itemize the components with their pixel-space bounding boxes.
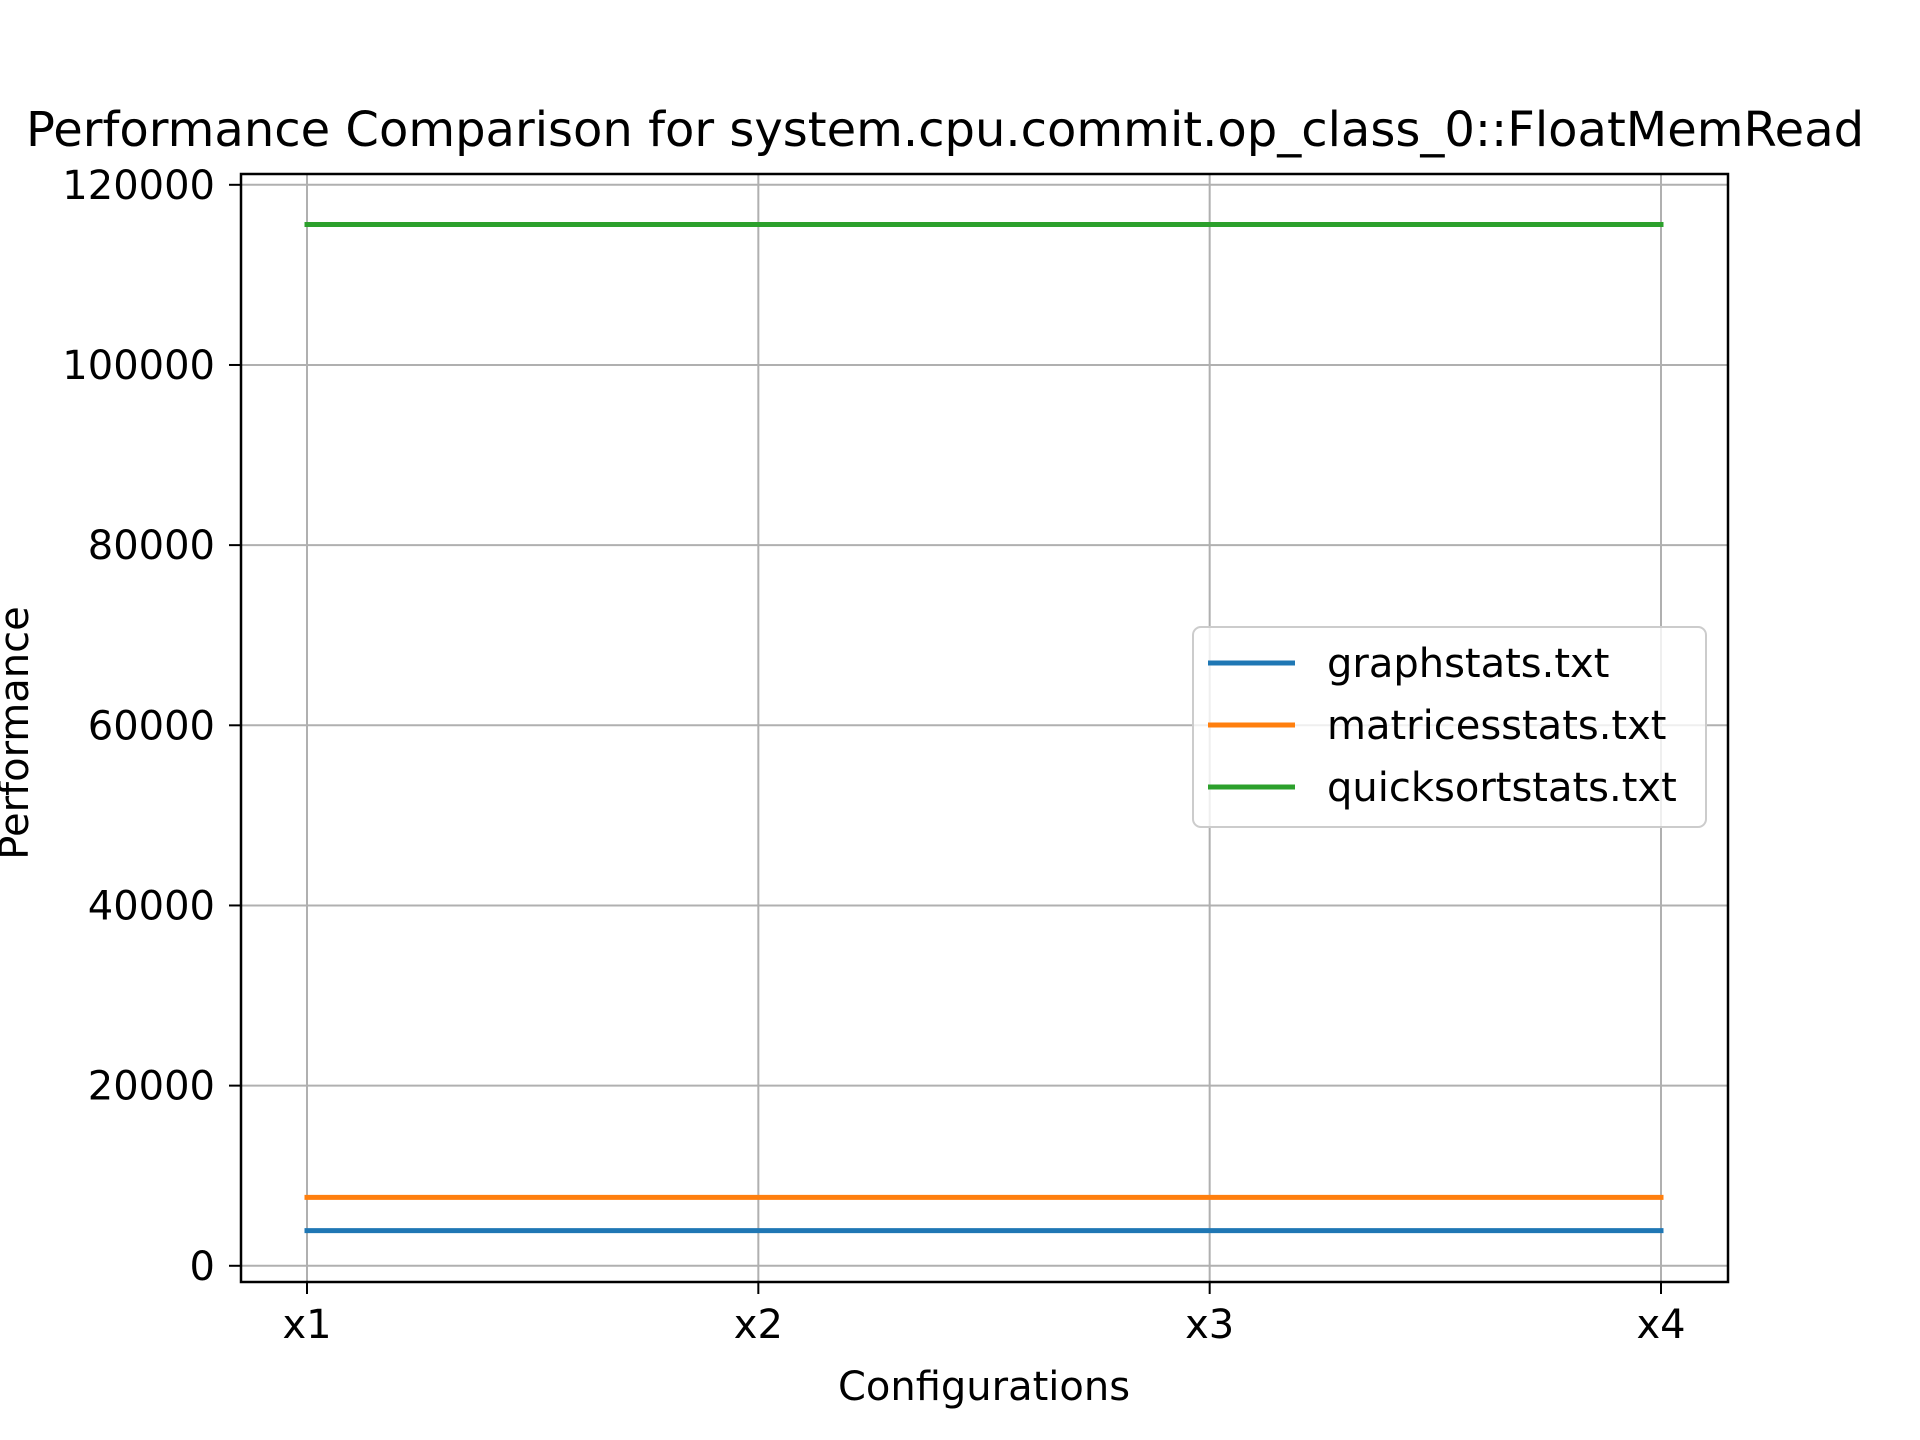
legend-label: matricesstats.txt	[1327, 703, 1666, 749]
legend-label: graphstats.txt	[1327, 641, 1609, 687]
y-tick-label: 60000	[88, 703, 215, 749]
x-tick-label: x1	[282, 1302, 331, 1348]
y-axis: 0 20000 40000 60000 80000 100000 120000	[62, 163, 241, 1290]
y-tick-label: 20000	[88, 1064, 215, 1110]
x-tick-label: x3	[1185, 1302, 1234, 1348]
y-axis-label: Performance	[0, 606, 38, 859]
grid	[241, 174, 1728, 1282]
y-tick-label: 120000	[62, 163, 215, 209]
x-axis: x1 x2 x3 x4	[282, 1282, 1686, 1348]
y-tick-label: 100000	[62, 343, 215, 389]
legend-label: quicksortstats.txt	[1327, 765, 1677, 811]
x-tick-label: x2	[734, 1302, 783, 1348]
x-axis-label: Configurations	[838, 1364, 1130, 1410]
legend-box	[1192, 626, 1707, 828]
chart-title: Performance Comparison for system.cpu.co…	[26, 102, 1864, 158]
y-tick-label: 40000	[88, 883, 215, 929]
y-tick-label: 80000	[88, 523, 215, 569]
legend: graphstats.txt matricesstats.txt quicksort…	[1192, 626, 1707, 828]
plot-frame	[239, 172, 1730, 1284]
y-tick-label: 0	[190, 1244, 215, 1290]
series-lines	[304, 221, 1664, 1234]
x-tick-label: x4	[1636, 1302, 1685, 1348]
